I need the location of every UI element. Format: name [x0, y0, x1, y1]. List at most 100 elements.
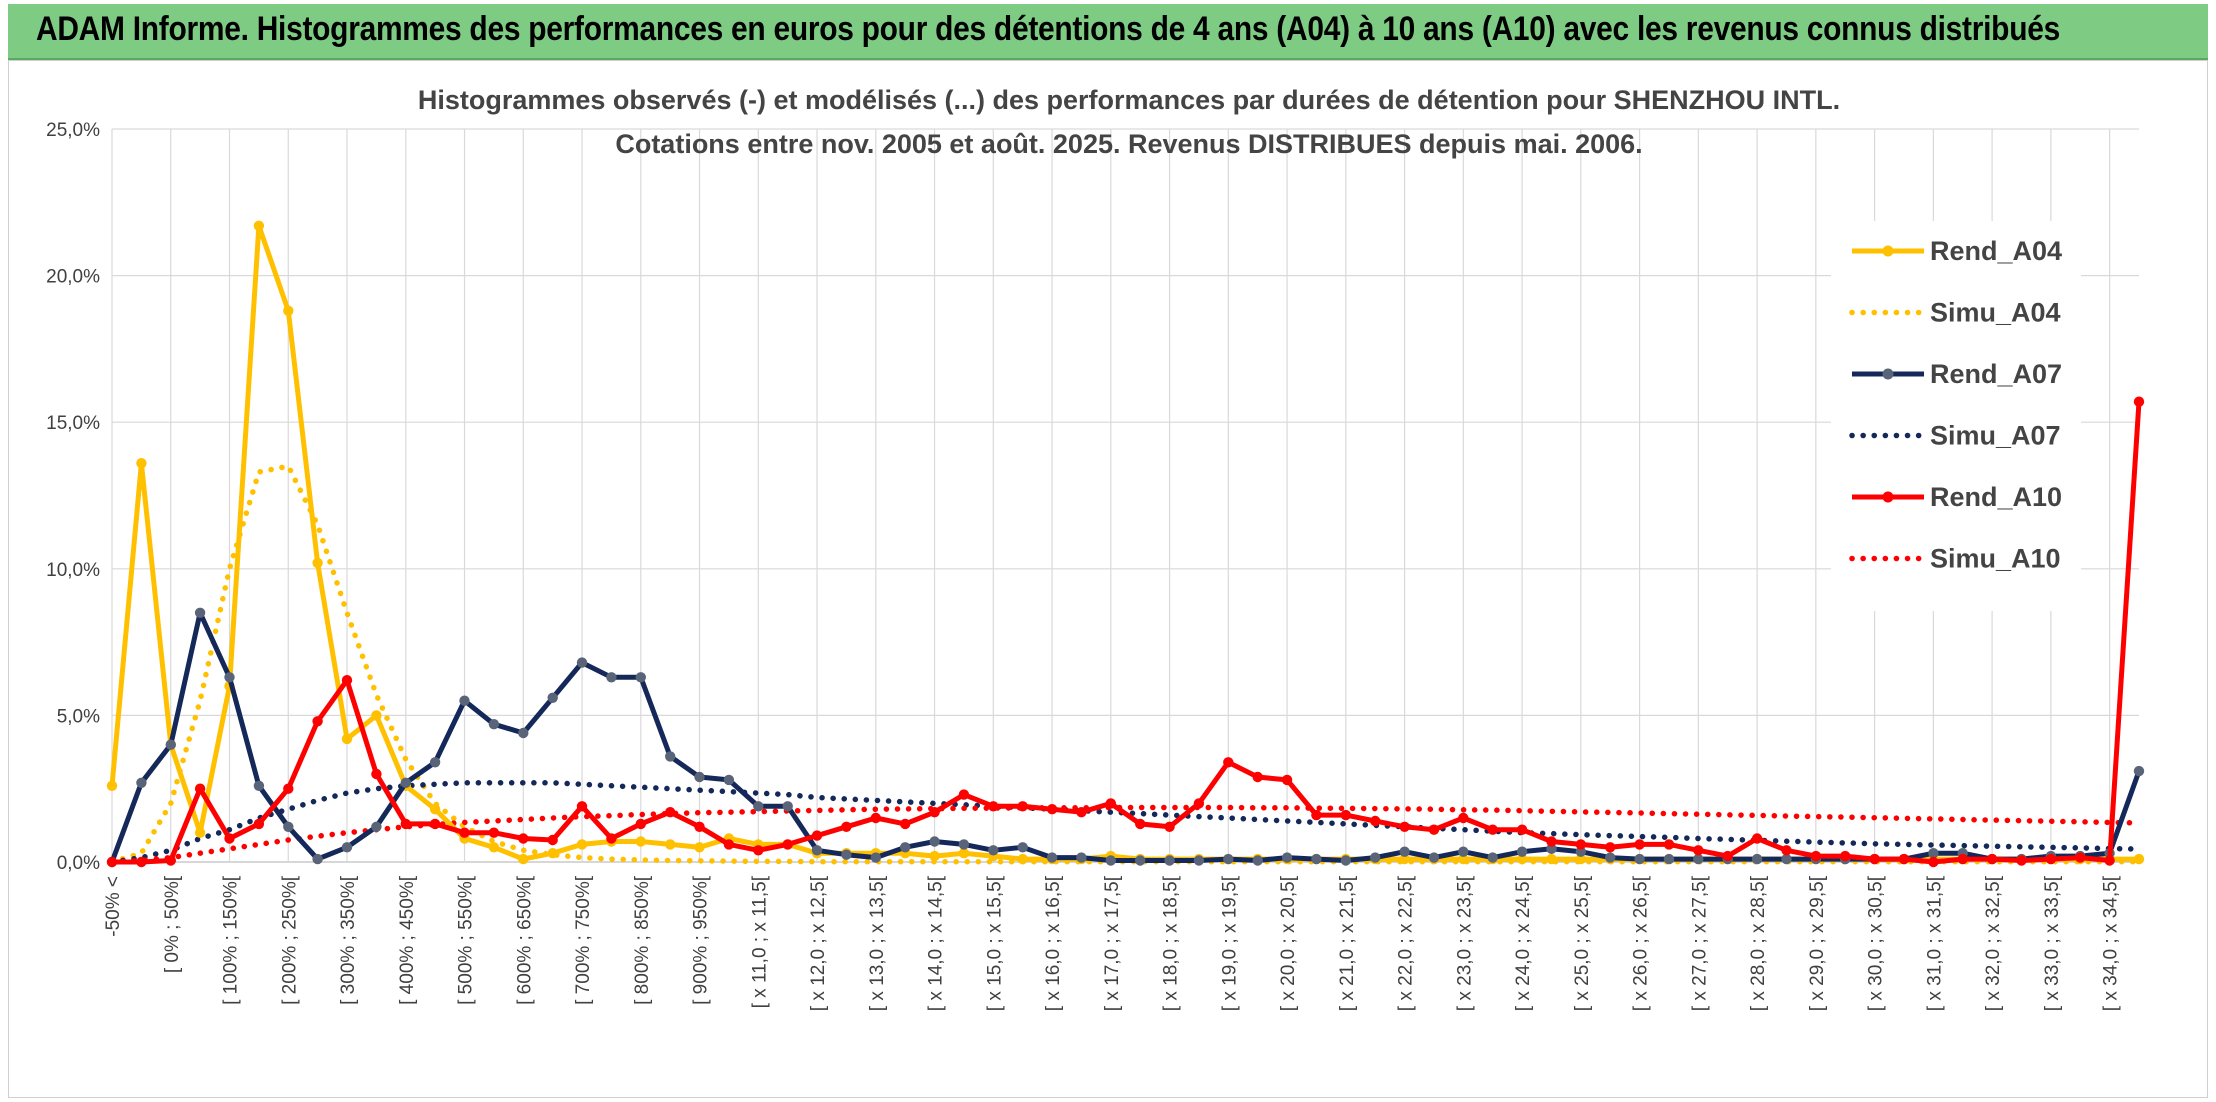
data-point-rend-a07 [194, 607, 206, 618]
data-point-rend-a04 [2133, 853, 2145, 865]
data-point-rend-a10 [371, 768, 382, 780]
data-point-rend-a07 [1311, 853, 1322, 865]
data-point-rend-a10 [723, 839, 735, 850]
data-point-rend-a10 [782, 839, 793, 850]
data-point-rend-a04 [518, 853, 529, 865]
data-point-rend-a07 [1781, 853, 1792, 865]
legend-label-simu-a10: Simu_A10 [1930, 544, 2061, 574]
x-tick-label: [ 200% ; 250%[ [279, 875, 300, 1005]
x-tick-label: [ 700% ; 750%[ [573, 875, 594, 1005]
legend-label-simu-a07: Simu_A07 [1930, 421, 2061, 451]
data-point-rend-a07 [900, 842, 911, 853]
data-point-rend-a10 [1487, 824, 1498, 835]
data-point-rend-a07 [518, 727, 529, 739]
data-point-rend-a07 [1928, 848, 1939, 859]
data-point-rend-a07 [723, 774, 735, 786]
data-point-rend-a10 [400, 818, 411, 830]
data-point-rend-a10 [1516, 824, 1528, 835]
x-tick-label: [ 900% ; 950%[ [691, 875, 712, 1005]
data-point-rend-a04 [694, 842, 705, 853]
data-point-rend-a07 [1340, 855, 1352, 866]
data-point-rend-a10 [958, 789, 970, 800]
x-tick-label: [ 400% ; 450%[ [397, 875, 418, 1005]
x-tick-label: -50% < [103, 876, 124, 937]
data-point-rend-a10 [459, 827, 470, 838]
data-point-rend-a10 [1428, 824, 1440, 835]
y-axis: 0,0% 5,0% 10,0% 15,0% 20,0% 25,0% [46, 120, 100, 874]
data-point-rend-a10 [811, 830, 823, 841]
data-point-rend-a07 [1105, 855, 1117, 866]
y-tick-label: 20,0% [46, 267, 100, 288]
data-point-rend-a07 [136, 777, 147, 788]
x-tick-label: [ x 20,0 ; x 20,5[ [1278, 875, 1299, 1011]
data-point-rend-a10 [1046, 804, 1058, 815]
data-point-rend-a10 [606, 833, 617, 844]
data-point-rend-a04 [341, 733, 353, 745]
data-point-rend-a10 [1281, 774, 1293, 786]
x-tick-label: [ x 24,0 ; x 24,5[ [1513, 875, 1534, 1011]
data-point-rend-a10 [1135, 818, 1146, 830]
data-point-rend-a07 [312, 853, 323, 865]
chart-titles: Histogrammes observés (-) et modélisés (… [418, 85, 1840, 159]
data-point-rend-a07 [988, 845, 999, 856]
data-point-rend-a10 [1193, 798, 1205, 809]
data-point-rend-a10 [136, 856, 147, 868]
data-point-rend-a07 [400, 777, 411, 788]
data-point-rend-a04 [136, 458, 147, 469]
x-tick-label: [ x 29,0 ; x 29,5[ [1807, 875, 1828, 1011]
data-point-rend-a10 [283, 783, 294, 794]
data-point-rend-a10 [2016, 855, 2027, 866]
data-point-rend-a04 [547, 848, 558, 859]
chart-legend: Rend_A04 Simu_A04 Rend_A07 Simu_A07 Rend_A10… [1831, 221, 2081, 611]
data-point-rend-a07 [429, 757, 441, 768]
data-point-rend-a10 [1840, 850, 1851, 862]
data-point-rend-a07 [1135, 855, 1146, 866]
data-point-rend-a07 [1046, 852, 1058, 863]
data-point-rend-a10 [341, 675, 353, 686]
data-point-rend-a10 [694, 821, 705, 832]
x-tick-label: [ x 21,0 ; x 21,5[ [1337, 875, 1358, 1011]
data-point-rend-a10 [2045, 853, 2057, 865]
data-point-rend-a07 [1193, 855, 1205, 866]
data-point-rend-a07 [1634, 853, 1645, 865]
data-point-rend-a07 [224, 672, 235, 683]
data-point-rend-a07 [1076, 852, 1087, 863]
report-title: ADAM Informe. Histogrammes des performan… [36, 10, 2060, 48]
y-tick-label: 0,0% [57, 853, 100, 874]
data-point-rend-a10 [1546, 836, 1557, 847]
data-point-rend-a07 [1693, 853, 1704, 865]
data-point-rend-a10 [1340, 809, 1352, 821]
data-point-rend-a10 [1017, 801, 1028, 812]
data-point-rend-a10 [1458, 812, 1469, 824]
data-point-rend-a10 [2133, 396, 2145, 407]
data-point-rend-a07 [341, 842, 353, 853]
x-tick-label: [ 100% ; 150%[ [221, 875, 242, 1005]
data-point-rend-a10 [1898, 853, 1910, 865]
x-tick-label: [ x 32,0 ; x 32,5[ [1983, 875, 2004, 1011]
data-point-rend-a10 [2075, 852, 2086, 863]
data-point-rend-a10 [1751, 833, 1763, 844]
data-point-rend-a04 [1516, 853, 1528, 865]
y-tick-label: 15,0% [46, 413, 100, 434]
data-point-rend-a07 [1370, 852, 1381, 863]
data-point-rend-a10 [1076, 807, 1087, 818]
x-tick-label: [ 500% ; 550%[ [456, 875, 477, 1005]
x-tick-label: [ x 19,0 ; x 19,5[ [1219, 875, 1240, 1011]
data-point-rend-a07 [1428, 852, 1440, 863]
chart-title: Histogrammes observés (-) et modélisés (… [418, 85, 1840, 115]
data-point-rend-a04 [958, 848, 970, 859]
legend-marker-rend-a10 [1882, 491, 1894, 503]
legend-label-simu-a04: Simu_A04 [1930, 298, 2061, 328]
legend-box [1831, 221, 2081, 611]
x-tick-label: [ x 33,0 ; x 33,5[ [2042, 875, 2063, 1011]
chart-gridlines [111, 128, 2139, 863]
data-point-rend-a07 [1164, 855, 1175, 866]
x-tick-label: [ x 25,0 ; x 25,5[ [1572, 875, 1593, 1011]
series-line-rend-a10 [112, 401, 2142, 865]
data-point-rend-a10 [1986, 853, 1998, 865]
x-tick-label: [ 0% ; 50%[ [162, 875, 183, 973]
data-point-rend-a07 [1281, 852, 1293, 863]
data-point-rend-a10 [1663, 839, 1675, 850]
x-tick-label: [ x 34,0 ; x 34,5[ [2101, 875, 2122, 1011]
